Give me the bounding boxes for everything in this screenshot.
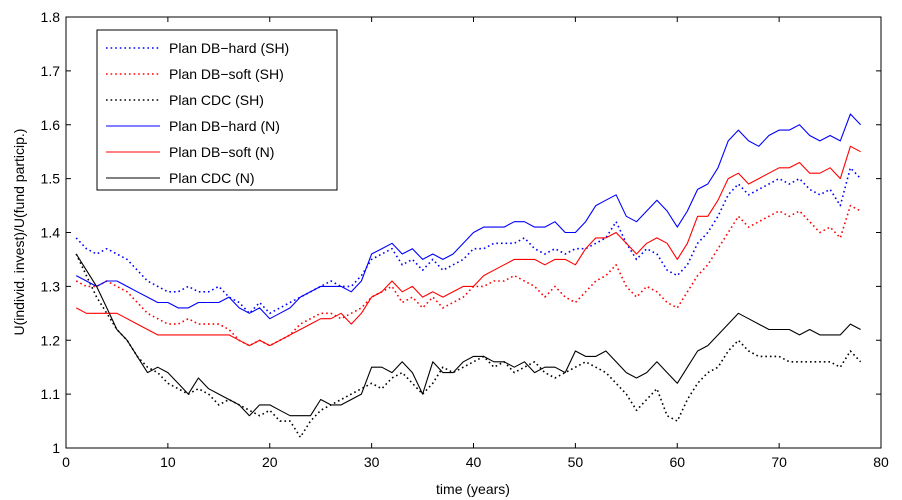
axis-tick-labels: 0 10 20 30 40 50 60 70 80 1 1.1 1.2 1.3 1.4 1.5 1.6 1.7 1… <box>41 9 889 470</box>
x-tick-label: 60 <box>669 454 685 470</box>
legend-label-3: Plan CDC (SH) <box>169 92 264 108</box>
series-layer <box>75 113 862 439</box>
x-tick-label: 80 <box>873 454 889 470</box>
axis-ticks <box>65 16 882 449</box>
y-tick-label: 1 <box>52 440 60 456</box>
x-tick-label: 0 <box>62 454 70 470</box>
x-tick-label: 50 <box>568 454 584 470</box>
y-tick-label: 1.4 <box>41 225 61 241</box>
y-tick-label: 1.6 <box>41 117 61 133</box>
x-tick-label: 40 <box>466 454 482 470</box>
legend: Plan DB−hard (SH) Plan DB−soft (SH) Plan C… <box>96 29 338 191</box>
legend-box <box>96 29 338 191</box>
legend-label-4: Plan DB−hard (N) <box>169 118 280 134</box>
x-tick-label: 20 <box>262 454 278 470</box>
y-tick-label: 1.5 <box>41 171 61 187</box>
y-tick-label: 1.8 <box>41 9 61 25</box>
y-tick-label: 1.7 <box>41 63 61 79</box>
legend-label-2: Plan DB−soft (SH) <box>169 66 284 82</box>
series-line-1 <box>75 167 862 315</box>
x-tick-label: 70 <box>771 454 787 470</box>
y-tick-label: 1.2 <box>41 332 61 348</box>
series-line-6 <box>75 253 861 417</box>
y-tick-label: 1.3 <box>41 278 61 294</box>
series-line-5 <box>75 145 861 347</box>
x-axis-label: time (years) <box>436 481 510 497</box>
x-tick-label: 10 <box>160 454 176 470</box>
legend-label-1: Plan DB−hard (SH) <box>169 40 289 56</box>
legend-label-5: Plan DB−soft (N) <box>169 144 274 160</box>
y-tick-label: 1.1 <box>41 386 61 402</box>
series-line-3 <box>75 253 862 439</box>
x-tick-label: 30 <box>364 454 380 470</box>
y-axis-label: U(individ. invest)/U(fund particip.) <box>11 129 27 336</box>
legend-label-6: Plan CDC (N) <box>169 170 255 186</box>
series-line-4 <box>75 113 861 320</box>
